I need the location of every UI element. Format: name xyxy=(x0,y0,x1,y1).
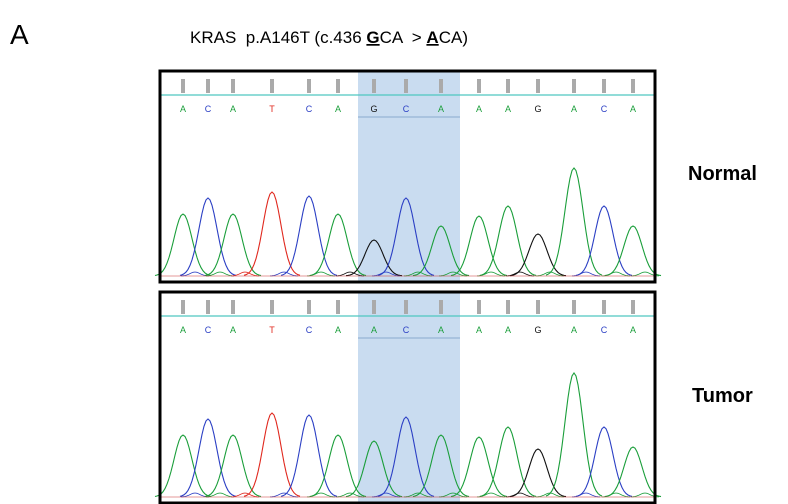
position-tick xyxy=(506,300,510,314)
peak xyxy=(576,206,632,275)
base-call: C xyxy=(601,325,608,335)
position-tick xyxy=(206,300,210,314)
base-call: A xyxy=(438,325,444,335)
peak xyxy=(310,214,366,276)
base-call: A xyxy=(230,325,236,335)
position-tick xyxy=(506,79,510,93)
peak xyxy=(205,214,261,276)
base-call: G xyxy=(534,104,541,114)
position-tick xyxy=(270,300,274,314)
peak xyxy=(546,168,602,275)
base-call: C xyxy=(205,104,212,114)
base-call: C xyxy=(403,325,410,335)
position-tick xyxy=(231,300,235,314)
position-tick xyxy=(336,300,340,314)
title: KRAS p.A146T (c.436 GCA > ACA) xyxy=(190,28,468,47)
position-tick xyxy=(206,79,210,93)
ref-base: G xyxy=(366,28,379,47)
position-tick xyxy=(477,79,481,93)
peak xyxy=(180,419,236,496)
base-call: A xyxy=(505,325,511,335)
base-call: A xyxy=(180,325,186,335)
position-tick xyxy=(372,79,376,93)
base-call: T xyxy=(269,325,275,335)
base-call: C xyxy=(306,325,313,335)
peak xyxy=(205,435,261,497)
position-tick xyxy=(439,79,443,93)
figure: A KRAS p.A146T (c.436 GCA > ACA) ACATCAG… xyxy=(0,0,788,504)
peak xyxy=(180,198,236,275)
position-tick xyxy=(572,300,576,314)
position-tick xyxy=(572,79,576,93)
base-call: A xyxy=(505,104,511,114)
position-tick xyxy=(631,300,635,314)
position-tick xyxy=(336,79,340,93)
panel-name: Tumor xyxy=(692,385,753,407)
base-call: A xyxy=(180,104,186,114)
base-call: G xyxy=(534,325,541,335)
base-call: A xyxy=(571,325,577,335)
position-tick xyxy=(181,300,185,314)
base-call: A xyxy=(438,104,444,114)
base-call: A xyxy=(630,104,636,114)
position-tick xyxy=(536,79,540,93)
position-tick xyxy=(372,300,376,314)
base-call: T xyxy=(269,104,275,114)
position-tick xyxy=(439,300,443,314)
alt-base: A xyxy=(426,28,438,47)
title-text: KRAS p.A146T (c.436 xyxy=(190,28,366,47)
base-call: C xyxy=(601,104,608,114)
base-call: A xyxy=(335,104,341,114)
base-call: A xyxy=(630,325,636,335)
position-tick xyxy=(270,79,274,93)
position-tick xyxy=(602,79,606,93)
position-tick xyxy=(477,300,481,314)
base-call: A xyxy=(230,104,236,114)
title-text: CA > xyxy=(380,28,427,47)
position-tick xyxy=(181,79,185,93)
position-tick xyxy=(404,79,408,93)
position-tick xyxy=(307,300,311,314)
panel-name: Normal xyxy=(688,163,757,185)
position-tick xyxy=(231,79,235,93)
base-call: G xyxy=(370,104,377,114)
base-call: A xyxy=(371,325,377,335)
base-call: A xyxy=(335,325,341,335)
base-call: A xyxy=(476,325,482,335)
base-call: A xyxy=(476,104,482,114)
peak xyxy=(155,435,211,497)
position-tick xyxy=(536,300,540,314)
base-call: C xyxy=(306,104,313,114)
peak xyxy=(546,373,602,496)
panel-label: A xyxy=(10,19,29,50)
title-text: CA) xyxy=(439,28,468,47)
position-tick xyxy=(602,300,606,314)
base-call: C xyxy=(205,325,212,335)
position-tick xyxy=(404,300,408,314)
base-call: A xyxy=(571,104,577,114)
base-call: C xyxy=(403,104,410,114)
position-tick xyxy=(307,79,311,93)
peak xyxy=(155,214,211,276)
position-tick xyxy=(631,79,635,93)
